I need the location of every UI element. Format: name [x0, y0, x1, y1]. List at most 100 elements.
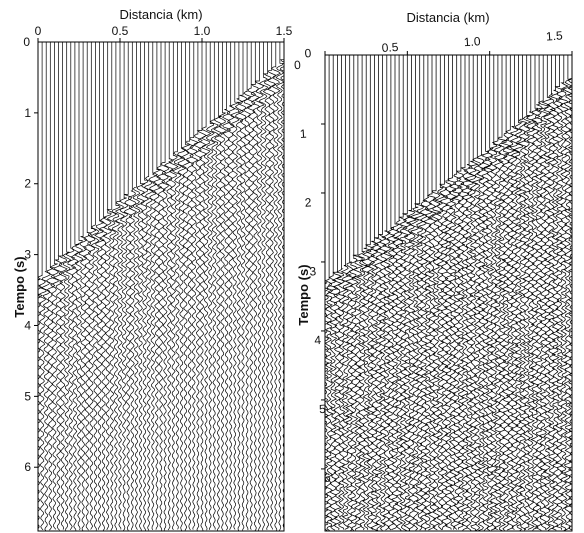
- seismic-trace: [156, 42, 167, 531]
- x-tick-label: 0: [35, 24, 42, 38]
- seismic-trace: [140, 42, 149, 531]
- seismic-trace: [480, 55, 492, 531]
- seismic-trace: [185, 42, 195, 531]
- seismic-trace: [443, 55, 455, 530]
- seismic-trace: [509, 55, 521, 530]
- seismic-trace: [351, 55, 364, 531]
- seismic-trace: [325, 55, 334, 531]
- y-axis-label: Tempo (s): [296, 264, 311, 325]
- seismic-trace: [488, 55, 499, 531]
- seismic-trace: [386, 55, 397, 531]
- seismic-trace: [369, 55, 380, 531]
- seismic-trace: [270, 42, 281, 531]
- seismic-trace: [250, 42, 261, 531]
- seismic-trace: [234, 42, 245, 531]
- trace-area: [325, 55, 572, 531]
- seismic-trace: [49, 42, 60, 530]
- y-tick-label: 5: [24, 389, 31, 403]
- seismic-trace: [512, 55, 524, 531]
- y-tick-label: 5: [319, 402, 327, 416]
- seismic-trace: [372, 55, 385, 531]
- seismic-trace: [377, 55, 389, 531]
- seismic-trace: [460, 55, 471, 531]
- x-tick-label: 0.5: [112, 24, 129, 38]
- seismic-trace: [533, 55, 544, 531]
- seismic-trace: [406, 55, 417, 531]
- x-tick-label: 1.0: [463, 34, 481, 49]
- seismic-trace: [246, 42, 256, 530]
- seismic-panel-2: 0 0.5 1.0 1.5 0 1 2 3 4 5 6 Distancia (km) Tempo (s): [294, 10, 573, 532]
- seismic-trace: [554, 55, 565, 530]
- seismic-trace: [356, 55, 368, 531]
- seismic-trace: [226, 42, 236, 530]
- seismic-trace: [491, 55, 504, 531]
- seismic-trace: [401, 55, 414, 531]
- seismic-trace: [243, 42, 253, 530]
- seismic-trace: [541, 55, 553, 530]
- seismic-trace: [111, 42, 121, 531]
- x-tick-label: 1.0: [194, 24, 211, 38]
- y-tick-label: 3: [309, 264, 317, 278]
- y-tick-label: 0: [294, 58, 302, 72]
- seismic-trace: [217, 42, 228, 531]
- seismic-trace: [65, 42, 77, 531]
- seismic-trace: [262, 42, 272, 530]
- trace-area: [38, 42, 284, 531]
- seismic-trace: [237, 42, 248, 531]
- seismic-trace: [70, 42, 80, 531]
- x-axis-label: Distancia (km): [406, 10, 489, 25]
- seismic-trace: [364, 55, 376, 530]
- seismic-trace: [393, 55, 404, 531]
- seismic-trace: [163, 42, 174, 531]
- seismic-trace: [61, 42, 72, 531]
- seismic-trace: [546, 55, 557, 531]
- y-tick-label: 2: [304, 195, 312, 209]
- seismic-trace: [266, 42, 277, 530]
- y-tick-label: 2: [24, 177, 31, 191]
- seismic-trace: [87, 42, 97, 530]
- seismic-trace: [102, 42, 112, 531]
- seismic-trace: [144, 42, 154, 531]
- x-tick-label: 1.5: [276, 24, 293, 38]
- seismic-trace: [73, 42, 84, 531]
- seismic-trace: [38, 42, 43, 530]
- seismic-trace: [389, 55, 401, 530]
- seismic-trace: [340, 55, 352, 530]
- seismic-trace: [258, 42, 269, 531]
- seismic-trace: [40, 42, 51, 531]
- y-tick-label: 1: [299, 126, 307, 140]
- seismic-trace: [438, 55, 449, 530]
- seismic-trace: [327, 55, 339, 531]
- x-tick-label: 0.5: [381, 40, 399, 55]
- seismic-trace: [196, 42, 207, 531]
- seismic-trace: [422, 55, 434, 531]
- seismic-trace: [159, 42, 170, 531]
- seismic-trace: [447, 55, 459, 530]
- y-tick-label: 0: [23, 35, 30, 49]
- seismic-trace: [90, 42, 100, 531]
- seismic-trace: [522, 55, 533, 531]
- seismic-trace: [361, 55, 372, 530]
- seismic-trace: [106, 42, 118, 531]
- seismic-trace: [189, 42, 199, 530]
- seismic-trace: [209, 42, 220, 530]
- seismic-trace: [123, 42, 134, 531]
- seismic-trace: [38, 42, 47, 531]
- y-tick-label: 1: [24, 106, 31, 120]
- seismic-trace: [434, 55, 445, 531]
- plot-frame: [324, 54, 573, 532]
- seismic-trace: [193, 42, 203, 531]
- seismic-trace: [151, 42, 163, 530]
- seismic-trace: [472, 55, 484, 531]
- seismic-trace: [78, 42, 88, 531]
- seismic-trace: [516, 55, 528, 531]
- seismic-trace: [180, 42, 191, 531]
- seismic-trace: [451, 55, 464, 530]
- seismic-trace: [414, 55, 425, 531]
- seismic-trace: [148, 42, 159, 531]
- seismic-trace: [98, 42, 109, 531]
- y-tick-label: 3: [24, 248, 31, 262]
- seismic-trace: [135, 42, 146, 531]
- seismic-trace: [57, 42, 68, 530]
